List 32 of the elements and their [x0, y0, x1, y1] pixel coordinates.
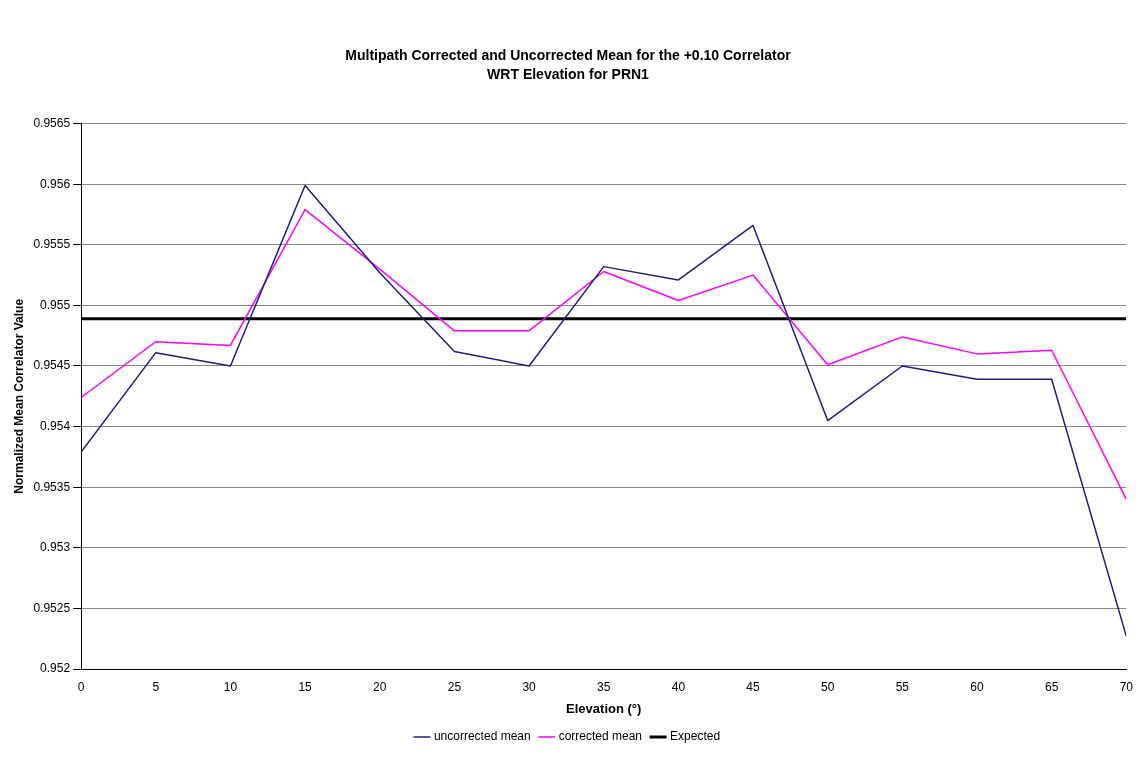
y-tick-label: 0.954 — [40, 418, 71, 433]
x-tick-label: 55 — [895, 679, 910, 694]
legend-label: Expected — [670, 729, 721, 744]
y-axis-title: Normalized Mean Correlator Value — [11, 298, 26, 494]
chart-title: Multipath Corrected and Uncorrected Mean for the +0.10 Correlator — [345, 47, 792, 64]
x-tick-label: 5 — [152, 679, 160, 694]
y-tick-label: 0.953 — [40, 540, 71, 555]
y-tick-label: 0.956 — [40, 176, 71, 191]
chart-subtitle: WRT Elevation for PRN1 — [487, 66, 650, 83]
x-tick-label: 40 — [671, 679, 686, 694]
x-tick-label: 45 — [746, 679, 761, 694]
legend-label: uncorrected mean — [433, 729, 531, 744]
x-tick-label: 70 — [1119, 679, 1134, 694]
x-tick-label: 50 — [821, 679, 835, 694]
legend-label: corrected mean — [558, 729, 643, 744]
x-tick-label: 65 — [1044, 679, 1059, 694]
x-tick-label: 30 — [522, 679, 537, 694]
x-tick-label: 15 — [298, 679, 313, 694]
y-tick-label: 0.952 — [40, 661, 71, 676]
y-tick-label: 0.9535 — [33, 479, 71, 494]
x-axis-title: Elevation (°) — [566, 700, 642, 716]
y-tick-label: 0.9525 — [33, 600, 71, 615]
x-tick-label: 20 — [373, 679, 387, 694]
y-tick-label: 0.955 — [40, 297, 71, 312]
x-tick-label: 25 — [447, 679, 462, 694]
x-tick-label: 0 — [77, 679, 85, 694]
x-tick-label: 60 — [970, 679, 984, 694]
x-tick-label: 10 — [223, 679, 238, 694]
y-tick-label: 0.9545 — [33, 358, 71, 373]
x-tick-label: 35 — [597, 679, 611, 694]
y-tick-label: 0.9565 — [33, 115, 71, 130]
y-tick-label: 0.9555 — [33, 237, 71, 252]
